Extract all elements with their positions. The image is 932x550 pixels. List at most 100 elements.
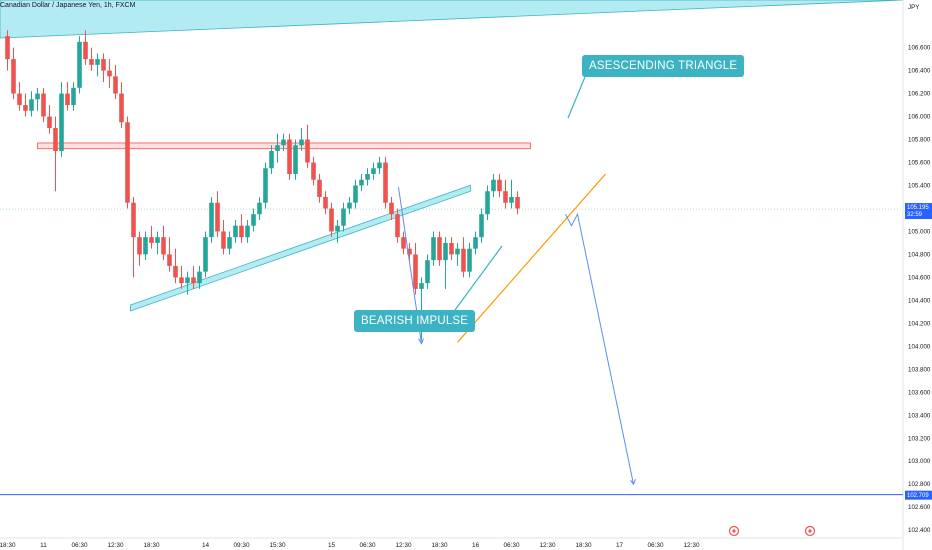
target-price-tag-bg [905,490,932,500]
time-tick-label: 12:30 [684,542,700,549]
candle-body [11,59,16,94]
candle-body [401,237,406,249]
chart-grid [0,0,904,550]
candle-body [173,265,178,278]
candle-body [329,208,334,232]
candle-body [143,237,148,255]
candle-body [197,271,202,284]
impulse-callout: BEARISH IMPULSE [354,310,476,332]
event-icons[interactable] [728,525,816,537]
candle-body [473,237,478,249]
price-tick-label: 102.400 [908,527,931,534]
candle-body [491,179,496,192]
candle-body [71,87,76,106]
candle-body [287,139,292,174]
price-axis[interactable]: JPY 106.600 106.400 106.200 106.000 105.800 10… [908,4,931,534]
candle-body [467,248,472,272]
candle-body [503,191,508,203]
candle-body [323,196,328,209]
candle-body [299,139,304,146]
price-tick-label: 104.000 [908,343,931,350]
candle-body [23,105,28,111]
candle-body [125,122,130,203]
price-tick-label: 104.200 [908,320,931,327]
candle-body [431,237,436,261]
candle-body [437,237,442,261]
time-tick-label: 09:30 [234,542,250,549]
time-tick-label: 14 [202,542,210,549]
candle-body [155,237,160,243]
time-axis[interactable]: 18:30 11 06:30 12:30 18:30 14 09:30 15:30 15 06:3… [0,542,700,549]
candle-body [239,225,244,238]
candle-body [107,70,112,77]
candle-body [185,277,190,284]
time-tick-label: 12:30 [396,542,412,549]
current-price-tag-bg [905,203,932,220]
current-price-value: 105.195 [907,205,929,211]
economic-event-dot-icon [732,529,736,533]
price-tick-label: 105.400 [908,182,931,189]
price-tick-label: 103.200 [908,435,931,442]
candle-body [293,145,298,174]
time-tick-label: 16 [472,542,480,549]
candle-body [35,93,40,100]
candle-body [179,277,184,284]
candle-body [191,277,196,284]
time-tick-label: 12:30 [540,542,556,549]
candle-body [461,248,466,272]
price-tick-label: 106.600 [908,45,931,52]
price-tick-label: 103.800 [908,366,931,373]
candle-body [119,93,124,123]
price-tick-label: 103.400 [908,412,931,419]
triangle-callout: ASESCENDING TRIANGLE [582,55,745,77]
candle-body [353,185,358,203]
candle-body [137,237,142,255]
candle-body [227,237,232,249]
ascending-triangle-support [130,184,471,312]
price-tick-label: 106.000 [908,114,931,121]
candle-body [221,231,226,249]
target-price-value: 102.709 [907,493,929,499]
time-tick-label: 06:30 [72,542,88,549]
price-tick-label: 104.800 [908,251,931,258]
candle-body [29,99,34,111]
candle-body [113,76,118,94]
time-tick-label: 06:30 [648,542,664,549]
candle-body [233,225,238,238]
candle-body [131,202,136,238]
candle-body [83,41,88,60]
time-tick-label: 06:30 [360,542,376,549]
candle-body [479,214,484,238]
candle-body [59,93,64,152]
projection-arrowhead [630,479,636,486]
current-price-countdown: 32:59 [907,212,923,218]
candle-body [101,59,106,71]
impulse-callout-pointer [454,245,503,311]
time-tick-label: 17 [616,542,624,549]
time-tick-label: 15 [328,542,336,549]
time-tick-label: 18:30 [432,542,448,549]
candle-body [365,173,370,180]
candle-body [209,202,214,238]
candle-body [41,93,46,117]
candle-body [449,242,454,255]
price-tick-label: 104.600 [908,274,931,281]
candle-body [389,202,394,215]
candle-body [515,196,520,209]
candle-body [371,168,376,174]
candle-body [161,237,166,255]
projection-path [565,212,634,485]
candle-body [341,208,346,226]
symbol-title: Canadian Dollar / Japanese Yen, 1h, FXCM [0,2,136,9]
price-tick-label: 105.800 [908,137,931,144]
candle-body [335,225,340,232]
price-tick-label: 102.800 [908,481,931,488]
candle-body [305,139,310,163]
channel-band-top [0,0,904,39]
candle-body [95,59,100,65]
price-tick-label: 104.400 [908,297,931,304]
candle-body [317,179,322,197]
